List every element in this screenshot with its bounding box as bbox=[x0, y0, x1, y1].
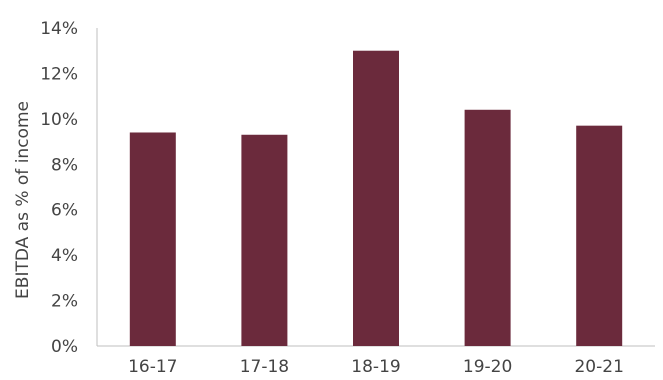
y-tick-label: 8% bbox=[51, 155, 78, 175]
bar bbox=[576, 125, 623, 347]
y-tick-label: 2% bbox=[51, 292, 78, 312]
y-tick-label: 12% bbox=[40, 64, 78, 84]
y-tick-label: 14% bbox=[40, 19, 78, 39]
bar bbox=[353, 50, 399, 346]
x-tick-label: 16-17 bbox=[128, 357, 177, 377]
bar bbox=[129, 132, 176, 346]
x-tick-labels: 16-17 17-18 18-19 19-20 20-21 bbox=[128, 357, 624, 377]
y-axis-label: EBITDA as % of income bbox=[13, 101, 33, 299]
y-tick-label: 10% bbox=[40, 110, 78, 130]
x-tick-label: 18-19 bbox=[351, 357, 400, 377]
y-tick-label: 6% bbox=[51, 201, 78, 221]
bar bbox=[241, 134, 288, 346]
y-tick-label: 0% bbox=[51, 337, 78, 357]
bar bbox=[464, 109, 511, 347]
x-tick-label: 19-20 bbox=[463, 357, 512, 377]
bars bbox=[129, 50, 623, 347]
y-tick-labels: 0% 2% 4% 6% 8% 10% 12% 14% bbox=[40, 19, 78, 357]
y-tick-label: 4% bbox=[51, 246, 78, 266]
x-tick-label: 20-21 bbox=[574, 357, 623, 377]
x-tick-label: 17-18 bbox=[240, 357, 289, 377]
